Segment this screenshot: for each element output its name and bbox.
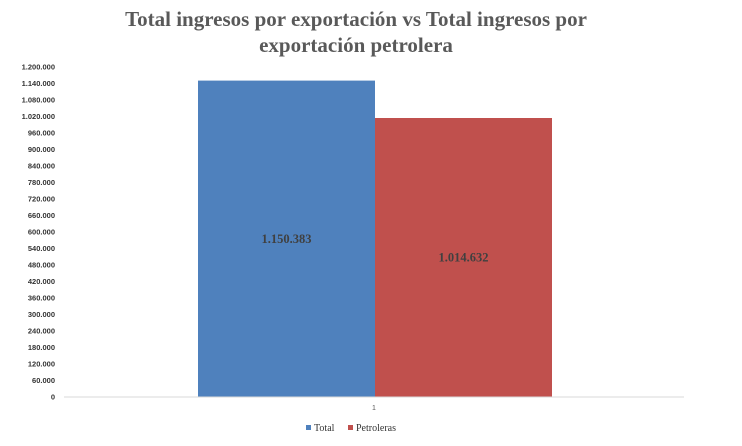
legend-label-petroleras: Petroleras [356, 423, 396, 434]
y-tick-label: 120.000 [28, 360, 55, 369]
data-label-total: 1.150.383 [262, 232, 312, 246]
y-tick-label: 240.000 [28, 327, 55, 336]
y-tick-label: 60.000 [32, 376, 55, 385]
chart-title-line-2: exportación petrolera [259, 33, 453, 57]
legend: Total Petroleras [306, 423, 396, 434]
x-tick-label: 1 [372, 405, 376, 412]
y-tick-label: 900.000 [28, 145, 55, 154]
bar-petroleras [375, 118, 552, 397]
y-tick-label: 840.000 [28, 162, 55, 171]
chart-title-line-1: Total ingresos por exportación vs Total … [125, 7, 587, 31]
y-tick-label: 540.000 [28, 244, 55, 253]
data-label-petroleras: 1.014.632 [439, 251, 489, 265]
y-tick-label: 420.000 [28, 277, 55, 286]
y-axis: 0 60.000 120.000 180.000 240.000 300.000 360.0… [22, 63, 55, 402]
legend-label-total: Total [314, 423, 335, 434]
y-tick-label: 0 [51, 393, 55, 402]
legend-swatch-petroleras [348, 425, 353, 430]
bar-total [198, 80, 375, 397]
y-tick-label: 1.140.000 [22, 79, 55, 88]
y-tick-label: 720.000 [28, 195, 55, 204]
y-tick-label: 1.080.000 [22, 96, 55, 105]
y-tick-label: 600.000 [28, 228, 55, 237]
y-tick-label: 1.020.000 [22, 112, 55, 121]
y-tick-label: 780.000 [28, 178, 55, 187]
legend-swatch-total [306, 425, 311, 430]
y-tick-label: 660.000 [28, 211, 55, 220]
y-tick-label: 480.000 [28, 261, 55, 270]
y-tick-label: 360.000 [28, 294, 55, 303]
y-tick-label: 960.000 [28, 129, 55, 138]
bars: 1.150.383 1.014.632 [198, 80, 552, 397]
y-tick-label: 180.000 [28, 343, 55, 352]
x-axis: 1 [64, 396, 684, 412]
y-tick-label: 1.200.000 [22, 63, 55, 72]
y-tick-label: 300.000 [28, 310, 55, 319]
